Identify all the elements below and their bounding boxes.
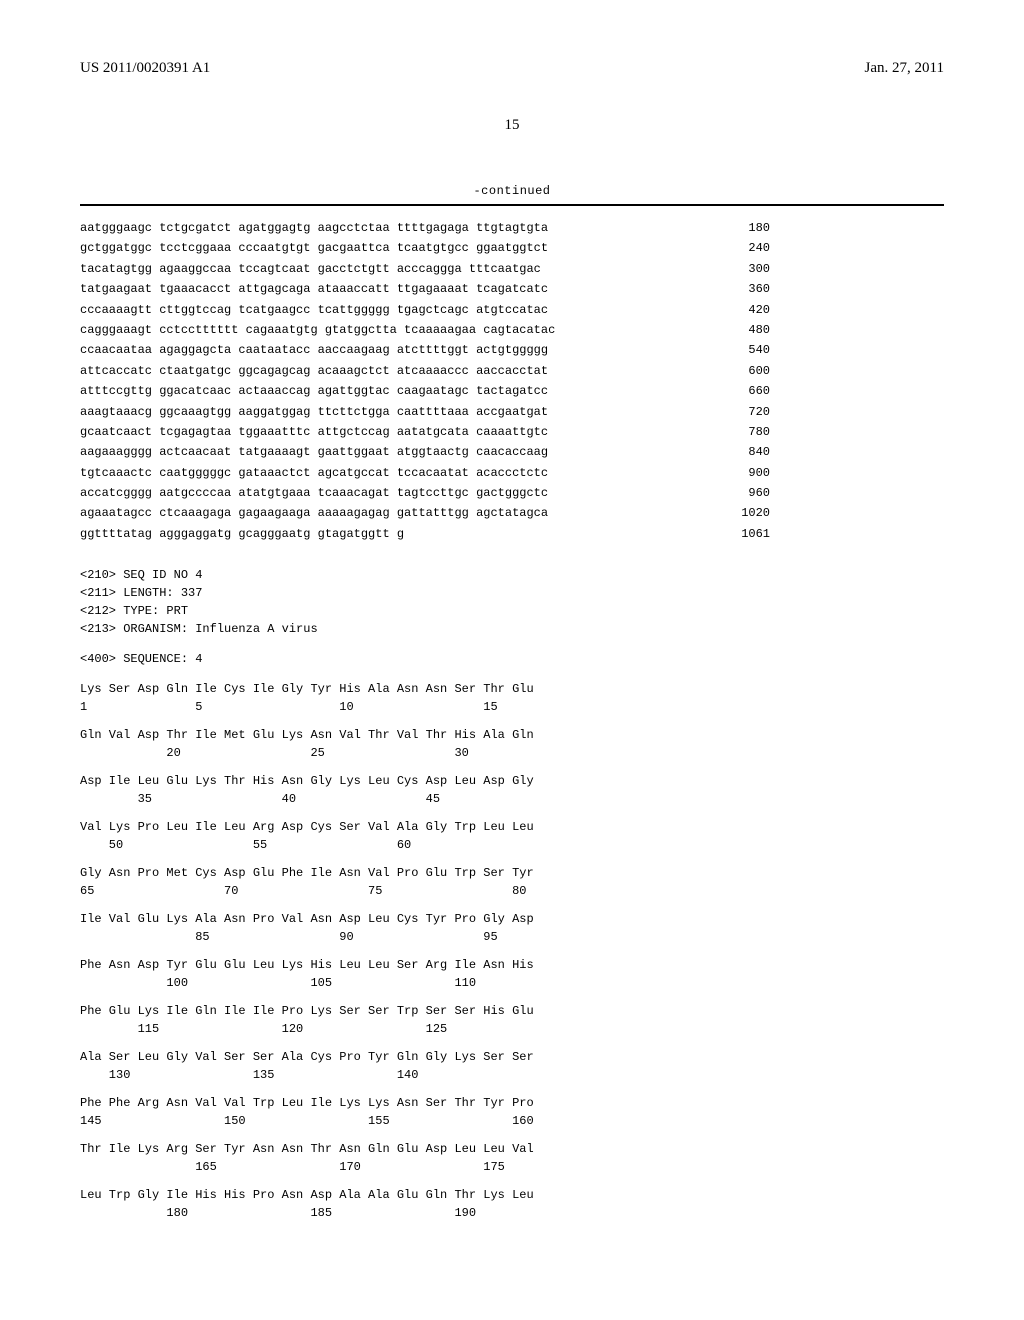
protein-row: Asp Ile Leu Glu Lys Thr His Asn Gly Lys … [80, 772, 944, 808]
nucleotide-position: 360 [720, 279, 770, 299]
protein-aa-line: Ala Ser Leu Gly Val Ser Ser Ala Cys Pro … [80, 1048, 944, 1066]
document-id: US 2011/0020391 A1 [80, 60, 210, 77]
nucleotide-line: gctggatggc tcctcggaaa cccaatgtgt gacgaat… [80, 238, 944, 258]
nucleotide-text: cagggaaagt cctcctttttt cagaaatgtg gtatgg… [80, 320, 720, 340]
nucleotide-line: aagaaagggg actcaacaat tatgaaaagt gaattgg… [80, 442, 944, 462]
nucleotide-text: gcaatcaact tcgagagtaa tggaaatttc attgctc… [80, 422, 720, 442]
protein-aa-line: Asp Ile Leu Glu Lys Thr His Asn Gly Lys … [80, 772, 944, 790]
protein-num-line: 130 135 140 [80, 1066, 944, 1084]
protein-row: Lys Ser Asp Gln Ile Cys Ile Gly Tyr His … [80, 680, 944, 716]
sequence-meta-block: <210> SEQ ID NO 4 <211> LENGTH: 337 <212… [80, 566, 944, 638]
nucleotide-text: gctggatggc tcctcggaaa cccaatgtgt gacgaat… [80, 238, 720, 258]
protein-num-line: 165 170 175 [80, 1158, 944, 1176]
protein-row: Gln Val Asp Thr Ile Met Glu Lys Asn Val … [80, 726, 944, 762]
nucleotide-sequence-block: aatgggaagc tctgcgatct agatggagtg aagcctc… [80, 218, 944, 544]
nucleotide-line: gcaatcaact tcgagagtaa tggaaatttc attgctc… [80, 422, 944, 442]
nucleotide-line: atttccgttg ggacatcaac actaaaccag agattgg… [80, 381, 944, 401]
nucleotide-position: 900 [720, 463, 770, 483]
protein-num-line: 35 40 45 [80, 790, 944, 808]
nucleotide-text: cccaaaagtt cttggtccag tcatgaagcc tcattgg… [80, 300, 720, 320]
protein-row: Phe Asn Asp Tyr Glu Glu Leu Lys His Leu … [80, 956, 944, 992]
nucleotide-position: 960 [720, 483, 770, 503]
nucleotide-line: tgtcaaactc caatgggggc gataaactct agcatgc… [80, 463, 944, 483]
nucleotide-position: 600 [720, 361, 770, 381]
protein-aa-line: Leu Trp Gly Ile His His Pro Asn Asp Ala … [80, 1186, 944, 1204]
nucleotide-position: 420 [720, 300, 770, 320]
nucleotide-position: 480 [720, 320, 770, 340]
protein-row: Gly Asn Pro Met Cys Asp Glu Phe Ile Asn … [80, 864, 944, 900]
nucleotide-text: attcaccatc ctaatgatgc ggcagagcag acaaagc… [80, 361, 720, 381]
protein-row: Phe Phe Arg Asn Val Val Trp Leu Ile Lys … [80, 1094, 944, 1130]
protein-num-line: 85 90 95 [80, 928, 944, 946]
protein-aa-line: Val Lys Pro Leu Ile Leu Arg Asp Cys Ser … [80, 818, 944, 836]
document-date: Jan. 27, 2011 [865, 60, 944, 77]
protein-num-line: 50 55 60 [80, 836, 944, 854]
nucleotide-line: ggttttatag agggaggatg gcagggaatg gtagatg… [80, 524, 944, 544]
nucleotide-text: accatcgggg aatgccccaa atatgtgaaa tcaaaca… [80, 483, 720, 503]
meta-type: <212> TYPE: PRT [80, 602, 944, 620]
protein-aa-line: Gly Asn Pro Met Cys Asp Glu Phe Ile Asn … [80, 864, 944, 882]
protein-num-line: 145 150 155 160 [80, 1112, 944, 1130]
protein-num-line: 20 25 30 [80, 744, 944, 762]
protein-aa-line: Ile Val Glu Lys Ala Asn Pro Val Asn Asp … [80, 910, 944, 928]
protein-num-line: 115 120 125 [80, 1020, 944, 1038]
page-container: US 2011/0020391 A1 Jan. 27, 2011 15 -con… [0, 0, 1024, 1272]
protein-num-line: 100 105 110 [80, 974, 944, 992]
meta-seq-id: <210> SEQ ID NO 4 [80, 566, 944, 584]
protein-num-line: 180 185 190 [80, 1204, 944, 1222]
nucleotide-position: 780 [720, 422, 770, 442]
nucleotide-line: cccaaaagtt cttggtccag tcatgaagcc tcattgg… [80, 300, 944, 320]
protein-num-line: 1 5 10 15 [80, 698, 944, 716]
sequence-label: <400> SEQUENCE: 4 [80, 652, 944, 666]
continued-label: -continued [80, 184, 944, 198]
nucleotide-line: aatgggaagc tctgcgatct agatggagtg aagcctc… [80, 218, 944, 238]
protein-aa-line: Phe Glu Lys Ile Gln Ile Ile Pro Lys Ser … [80, 1002, 944, 1020]
nucleotide-text: agaaatagcc ctcaaagaga gagaagaaga aaaaaga… [80, 503, 720, 523]
nucleotide-text: tatgaagaat tgaaacacct attgagcaga ataaacc… [80, 279, 720, 299]
protein-aa-line: Phe Asn Asp Tyr Glu Glu Leu Lys His Leu … [80, 956, 944, 974]
protein-row: Ile Val Glu Lys Ala Asn Pro Val Asn Asp … [80, 910, 944, 946]
nucleotide-line: cagggaaagt cctcctttttt cagaaatgtg gtatgg… [80, 320, 944, 340]
nucleotide-position: 840 [720, 442, 770, 462]
protein-aa-line: Phe Phe Arg Asn Val Val Trp Leu Ile Lys … [80, 1094, 944, 1112]
nucleotide-text: aagaaagggg actcaacaat tatgaaaagt gaattgg… [80, 442, 720, 462]
nucleotide-line: aaagtaaacg ggcaaagtgg aaggatggag ttcttct… [80, 402, 944, 422]
nucleotide-position: 1061 [720, 524, 770, 544]
protein-num-line: 65 70 75 80 [80, 882, 944, 900]
nucleotide-line: ccaacaataa agaggagcta caataatacc aaccaag… [80, 340, 944, 360]
protein-aa-line: Gln Val Asp Thr Ile Met Glu Lys Asn Val … [80, 726, 944, 744]
nucleotide-position: 540 [720, 340, 770, 360]
protein-aa-line: Lys Ser Asp Gln Ile Cys Ile Gly Tyr His … [80, 680, 944, 698]
protein-row: Thr Ile Lys Arg Ser Tyr Asn Asn Thr Asn … [80, 1140, 944, 1176]
nucleotide-text: aaagtaaacg ggcaaagtgg aaggatggag ttcttct… [80, 402, 720, 422]
nucleotide-line: accatcgggg aatgccccaa atatgtgaaa tcaaaca… [80, 483, 944, 503]
nucleotide-position: 1020 [720, 503, 770, 523]
nucleotide-position: 660 [720, 381, 770, 401]
nucleotide-text: aatgggaagc tctgcgatct agatggagtg aagcctc… [80, 218, 720, 238]
protein-aa-line: Thr Ile Lys Arg Ser Tyr Asn Asn Thr Asn … [80, 1140, 944, 1158]
meta-organism: <213> ORGANISM: Influenza A virus [80, 620, 944, 638]
nucleotide-line: attcaccatc ctaatgatgc ggcagagcag acaaagc… [80, 361, 944, 381]
nucleotide-line: tatgaagaat tgaaacacct attgagcaga ataaacc… [80, 279, 944, 299]
nucleotide-text: tacatagtgg agaaggccaa tccagtcaat gacctct… [80, 259, 720, 279]
page-header: US 2011/0020391 A1 Jan. 27, 2011 [80, 60, 944, 77]
protein-row: Ala Ser Leu Gly Val Ser Ser Ala Cys Pro … [80, 1048, 944, 1084]
nucleotide-line: agaaatagcc ctcaaagaga gagaagaaga aaaaaga… [80, 503, 944, 523]
nucleotide-position: 180 [720, 218, 770, 238]
protein-row: Leu Trp Gly Ile His His Pro Asn Asp Ala … [80, 1186, 944, 1222]
nucleotide-text: ggttttatag agggaggatg gcagggaatg gtagatg… [80, 524, 720, 544]
nucleotide-position: 720 [720, 402, 770, 422]
nucleotide-position: 240 [720, 238, 770, 258]
protein-row: Val Lys Pro Leu Ile Leu Arg Asp Cys Ser … [80, 818, 944, 854]
nucleotide-text: atttccgttg ggacatcaac actaaaccag agattgg… [80, 381, 720, 401]
page-number: 15 [80, 117, 944, 134]
nucleotide-text: ccaacaataa agaggagcta caataatacc aaccaag… [80, 340, 720, 360]
meta-length: <211> LENGTH: 337 [80, 584, 944, 602]
rule-top [80, 204, 944, 206]
nucleotide-text: tgtcaaactc caatgggggc gataaactct agcatgc… [80, 463, 720, 483]
protein-row: Phe Glu Lys Ile Gln Ile Ile Pro Lys Ser … [80, 1002, 944, 1038]
protein-sequence-block: Lys Ser Asp Gln Ile Cys Ile Gly Tyr His … [80, 680, 944, 1222]
nucleotide-position: 300 [720, 259, 770, 279]
nucleotide-line: tacatagtgg agaaggccaa tccagtcaat gacctct… [80, 259, 944, 279]
